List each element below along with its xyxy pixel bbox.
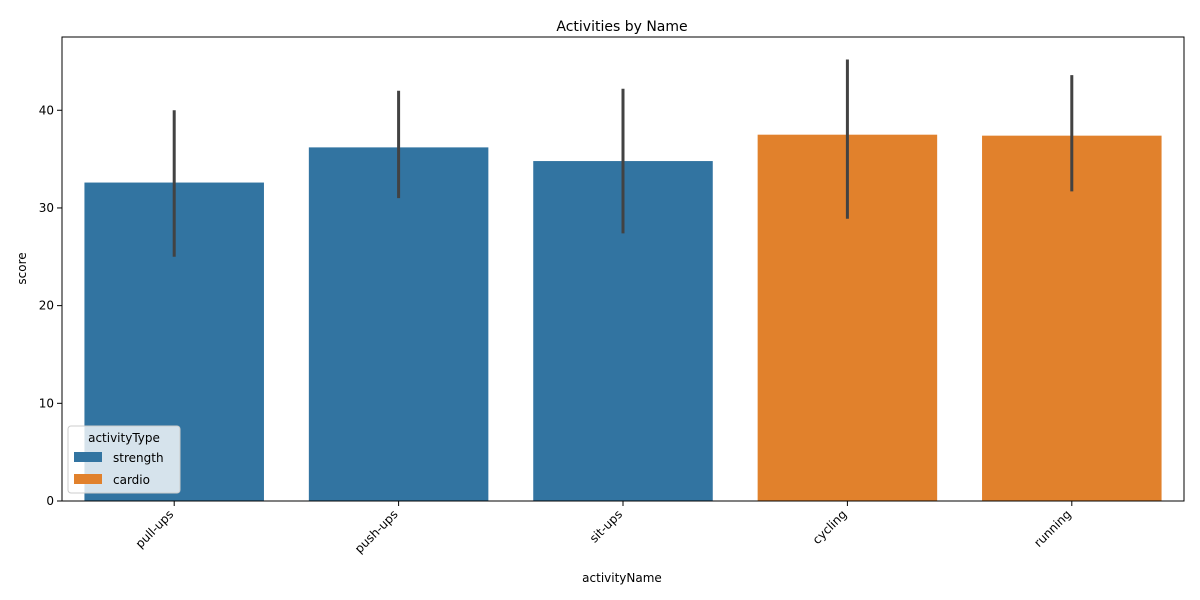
x-tick-label-cycling: cycling <box>810 507 850 547</box>
chart-title: Activities by Name <box>556 19 687 35</box>
y-tick-label-20: 20 <box>39 299 54 313</box>
y-tick-label-40: 40 <box>39 103 54 117</box>
y-tick-label-10: 10 <box>39 396 54 410</box>
bar-push-ups <box>308 147 489 501</box>
x-axis-label: activityName <box>582 571 662 585</box>
legend-swatch-cardio <box>74 474 102 484</box>
x-tick-label-push-ups: push-ups <box>352 507 401 556</box>
bar-running <box>982 135 1162 501</box>
y-axis-label: score <box>15 252 29 284</box>
legend-title: activityType <box>88 431 160 445</box>
y-tick-label-30: 30 <box>39 201 54 215</box>
plot-frame <box>61 36 1185 502</box>
y-tick-label-0: 0 <box>46 494 54 508</box>
y-axis: 0 10 20 30 40 <box>39 103 62 508</box>
x-tick-label-running: running <box>1031 507 1074 550</box>
x-axis: pull-ups push-ups sit-ups cycling running <box>133 501 1074 556</box>
legend-label-strength: strength <box>113 451 164 465</box>
legend-label-cardio: cardio <box>113 473 150 487</box>
errorbars-layer <box>172 59 1074 257</box>
x-tick-label-sit-ups: sit-ups <box>587 507 625 545</box>
legend: activityType strength cardio <box>67 425 181 494</box>
x-tick-label-pull-ups: pull-ups <box>133 507 177 551</box>
legend-swatch-strength <box>74 452 102 462</box>
